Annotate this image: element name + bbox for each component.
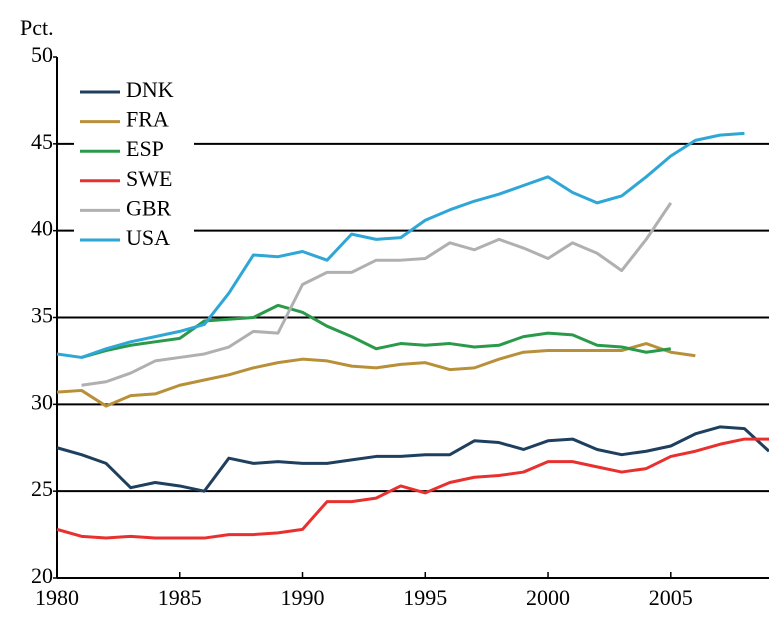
series-line: [56, 342, 696, 408]
y-tick-label: 50: [31, 42, 53, 67]
x-tick-label: 2005: [649, 585, 693, 610]
x-tick-label: 1980: [35, 585, 79, 610]
x-tick-label: 1985: [158, 585, 202, 610]
series-line: [56, 437, 769, 540]
y-axis-label: Pct.: [20, 15, 54, 40]
y-tick-label: 35: [31, 303, 53, 328]
y-tick-label: 40: [31, 216, 53, 241]
legend-label: SWE: [126, 166, 172, 191]
x-tick-label: 2000: [526, 585, 570, 610]
legend-label: FRA: [126, 107, 169, 132]
x-tick-label: 1990: [281, 585, 325, 610]
legend-box: [74, 76, 194, 262]
series-line: [56, 425, 769, 493]
x-tick-label: 1995: [403, 585, 447, 610]
y-tick-label: 30: [31, 389, 53, 414]
y-tick-label: 25: [31, 476, 53, 501]
legend-label: USA: [126, 225, 170, 250]
y-tick-label: 20: [31, 563, 53, 588]
y-tick-label: 45: [31, 129, 53, 154]
series-line: [81, 202, 673, 387]
legend-label: GBR: [126, 195, 172, 220]
legend-label: DNK: [126, 77, 174, 102]
series-line: [81, 303, 672, 359]
legend-label: ESP: [126, 136, 164, 161]
series-line: [56, 131, 745, 359]
